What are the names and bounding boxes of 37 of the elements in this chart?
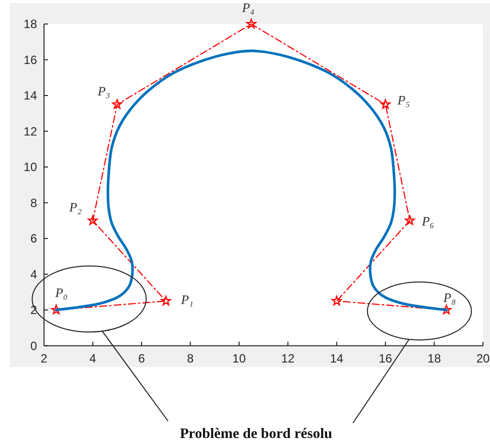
point xyxy=(160,296,171,306)
x-tick-label: 16 xyxy=(378,352,392,366)
point xyxy=(88,215,98,225)
y-tick-label: 16 xyxy=(24,52,38,67)
x-tick-label: 6 xyxy=(138,352,146,366)
y-tick-label: 0 xyxy=(30,338,38,353)
annotation: P₆ xyxy=(420,214,434,229)
y-tick-label: 10 xyxy=(24,160,38,174)
x-tick-label: 18 xyxy=(428,352,442,366)
x-tick-label: 2 xyxy=(40,352,48,366)
y-tick-label: 12 xyxy=(24,124,38,138)
x-tick-label: 4 xyxy=(89,352,96,366)
y-tick-label: 14 xyxy=(24,88,38,103)
annotation: P₃ xyxy=(96,83,110,98)
annotation: P₄ xyxy=(241,0,256,15)
annotation: P₈ xyxy=(442,290,456,305)
x-tick-label: 14 xyxy=(330,352,344,366)
point xyxy=(441,304,452,314)
point xyxy=(404,215,415,225)
point xyxy=(112,99,122,109)
y-tick-label: 6 xyxy=(30,232,38,246)
y-tick-label: 4 xyxy=(30,267,38,282)
x-tick-label: 10 xyxy=(232,352,246,366)
point xyxy=(246,18,256,28)
annotation: P₂ xyxy=(68,200,82,215)
text: Problème de bord résolu xyxy=(180,426,332,442)
y-tick-label: 18 xyxy=(24,17,38,32)
x-tick-label: 20 xyxy=(476,352,490,366)
annotation: P₅ xyxy=(396,92,410,108)
point xyxy=(380,99,390,109)
x-tick-label: 12 xyxy=(281,352,295,366)
x-tick-label: 8 xyxy=(186,352,194,366)
annotation: P₁ xyxy=(180,292,194,308)
point xyxy=(332,296,342,306)
point xyxy=(51,304,62,314)
annotation: P₀ xyxy=(54,284,68,300)
y-tick-label: 8 xyxy=(30,196,38,210)
